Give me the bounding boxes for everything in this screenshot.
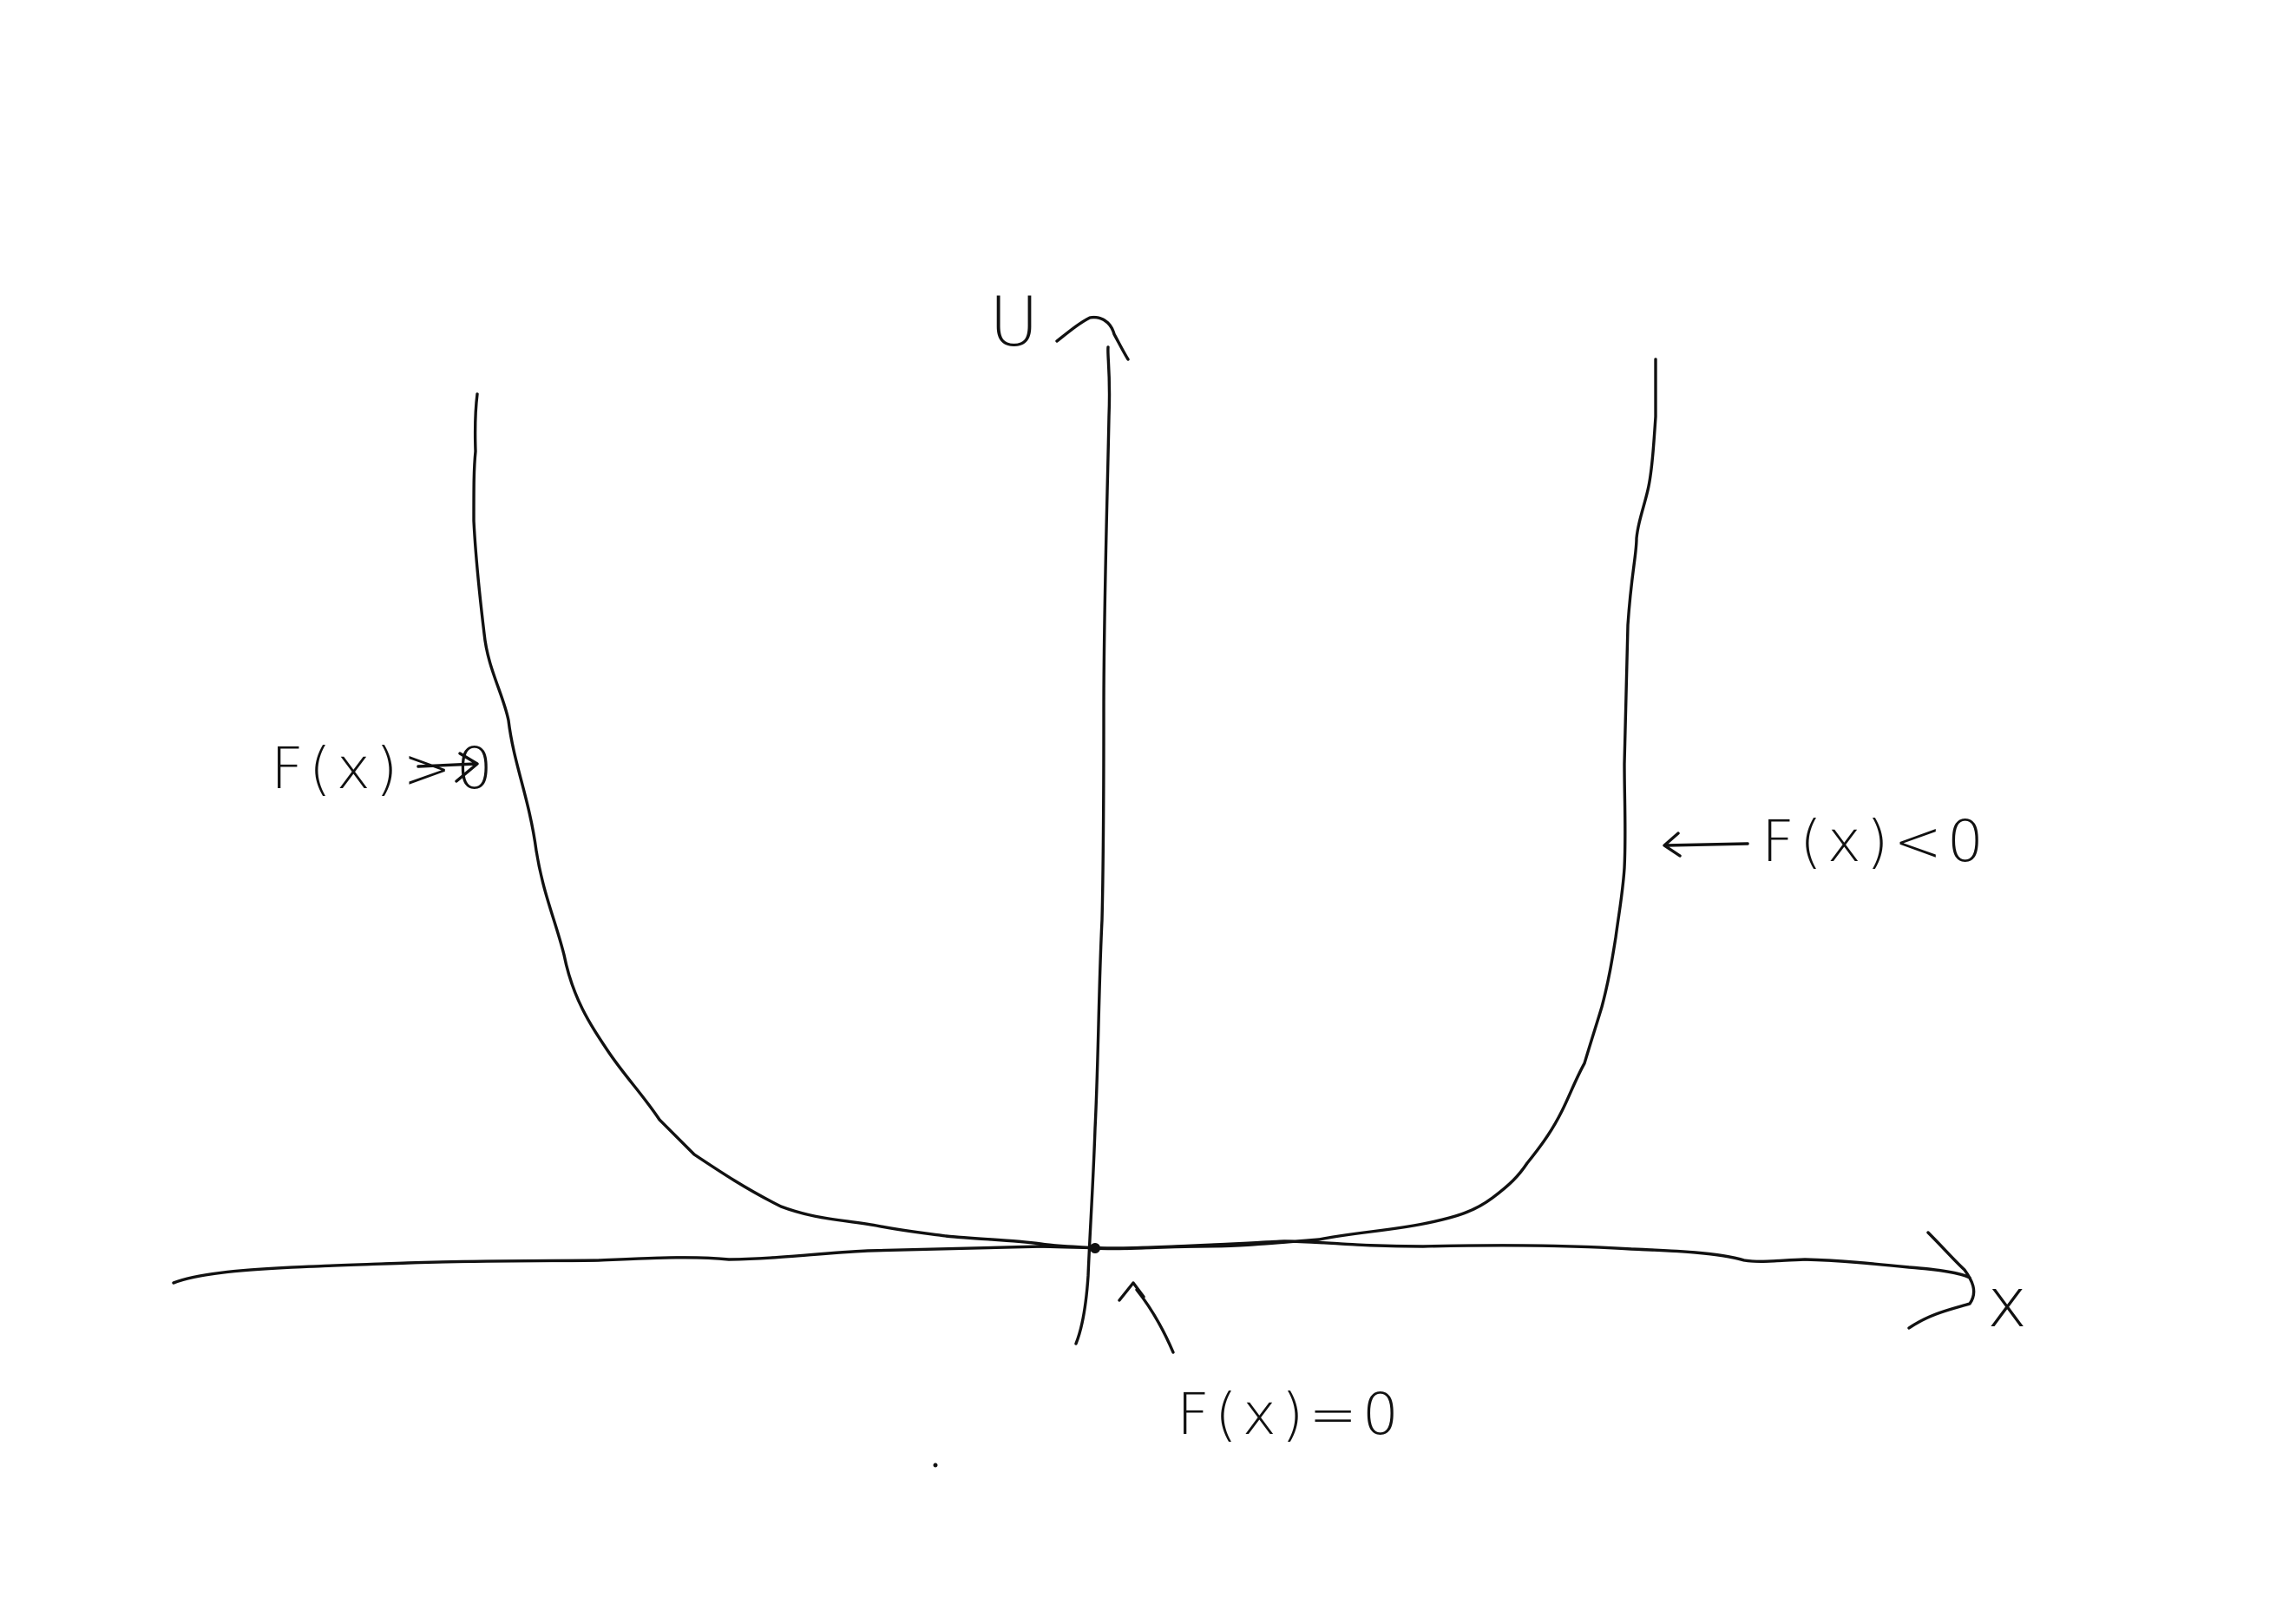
equilibrium-pointer-arrow (1119, 1283, 1173, 1352)
equilibrium-force-label: F(x)=0 (1177, 1381, 1404, 1448)
right-force-label: F(x)<0 (1761, 808, 1989, 875)
equilibrium-point (1090, 1243, 1100, 1253)
y-axis-label: U (989, 284, 1039, 362)
right-annotation-arrow (1664, 833, 1748, 856)
y-axis-arrowhead (1057, 318, 1128, 359)
y-axis-line (1076, 347, 1110, 1344)
stray-dot (934, 1463, 938, 1468)
potential-curve (474, 359, 1656, 1249)
x-axis-arrowhead (1909, 1233, 1974, 1328)
left-force-label: F(x)>0 (271, 735, 498, 802)
x-axis-label: x (1987, 1265, 2027, 1343)
